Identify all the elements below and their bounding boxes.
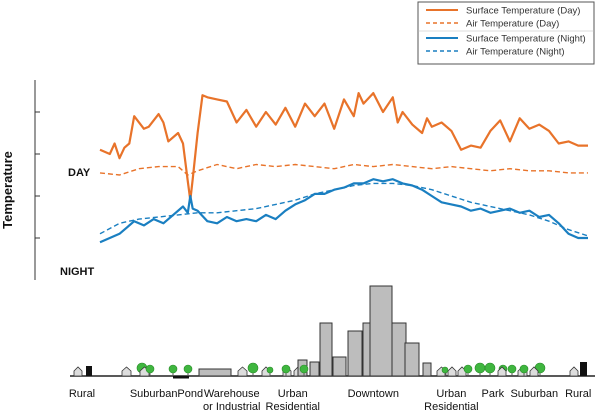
tree-park-2: [484, 362, 496, 374]
tree-sub-2: [145, 364, 155, 374]
zone-label-9: Rural: [565, 388, 591, 400]
y-axis-title: Temperature: [0, 151, 15, 229]
day-label: DAY: [68, 167, 91, 179]
zone-label-6: Urban Residential: [424, 388, 478, 413]
legend-label-3: Air Temperature (Night): [466, 47, 565, 58]
legend-label-1: Air Temperature (Day): [466, 19, 559, 30]
bld-dt-7: [391, 322, 407, 377]
tree-pond-2: [183, 364, 193, 374]
house-res-1: [237, 366, 248, 377]
zone-label-2: Pond: [177, 388, 203, 400]
tree-pond-1: [168, 364, 178, 374]
house-park-1: [497, 366, 507, 377]
tree-park-4: [507, 364, 517, 374]
zone-label-1: Suburban: [130, 388, 178, 400]
house-rural-left-1: [73, 366, 83, 377]
silo-rural-right: [580, 362, 587, 376]
zone-label-5: Downtown: [348, 388, 399, 400]
zone-label-7: Park: [482, 388, 505, 400]
series-line-1: [99, 163, 588, 176]
bld-dt-6: [369, 285, 393, 377]
tree-res-5: [441, 366, 449, 374]
tree-res-1: [247, 362, 259, 374]
legend-items: Surface Temperature (Day) Air Temperature…: [418, 6, 594, 58]
zone-label-4: Urban Residential: [266, 388, 320, 413]
house-sub-4: [529, 366, 539, 377]
zone-label-8: Suburban: [510, 388, 558, 400]
legend-label-2: Surface Temperature (Night): [466, 34, 586, 45]
legend: Surface Temperature (Day) Air Temperature…: [417, 1, 595, 65]
series-line-0: [99, 91, 588, 202]
house-rural-right-1: [569, 366, 579, 377]
series-line-2: [99, 178, 588, 244]
legend-label-0: Surface Temperature (Day): [466, 6, 580, 17]
bld-dt-2: [319, 322, 333, 377]
y-axis-ticks: [35, 111, 40, 239]
bld-res-2: [422, 362, 432, 377]
pond: [173, 376, 189, 379]
warehouse: [198, 368, 232, 377]
legend-box: [417, 1, 595, 65]
night-label: NIGHT: [60, 266, 95, 278]
zone-label-0: Rural: [69, 388, 95, 400]
tree-sub-4: [519, 364, 529, 374]
bld-dt-1: [309, 361, 320, 377]
house-res-6: [447, 366, 457, 377]
zone-label-3: Warehouse or Industrial: [203, 388, 260, 413]
tree-park-1: [474, 362, 486, 374]
silo-rural-left: [86, 366, 92, 376]
tree-res-4: [299, 364, 309, 374]
tree-res-6: [463, 364, 473, 374]
zone-labels: Rural Suburban Pond Warehouse or IndustrialU…: [69, 388, 592, 413]
series-layer: [99, 91, 589, 244]
landscape-illustration: [70, 285, 595, 379]
tree-res-2: [266, 366, 274, 374]
bld-dt-3: [332, 356, 347, 377]
bld-dt-8: [404, 342, 420, 377]
series-line-3: [99, 182, 589, 237]
tree-res-3: [281, 364, 291, 374]
bld-dt-4: [347, 330, 363, 377]
house-sub-1: [121, 366, 132, 377]
